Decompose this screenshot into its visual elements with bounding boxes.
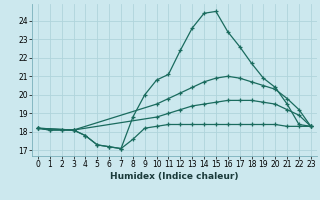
X-axis label: Humidex (Indice chaleur): Humidex (Indice chaleur)	[110, 172, 239, 181]
